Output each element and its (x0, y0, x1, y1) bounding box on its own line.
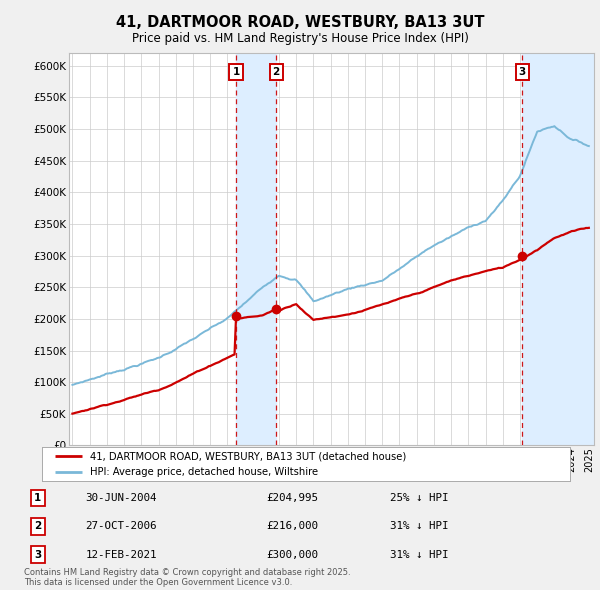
Text: 41, DARTMOOR ROAD, WESTBURY, BA13 3UT (detached house): 41, DARTMOOR ROAD, WESTBURY, BA13 3UT (d… (89, 451, 406, 461)
Text: £216,000: £216,000 (266, 522, 318, 531)
Text: 31% ↓ HPI: 31% ↓ HPI (390, 522, 449, 531)
Text: 30-JUN-2004: 30-JUN-2004 (86, 493, 157, 503)
Text: 3: 3 (34, 550, 41, 559)
Text: Price paid vs. HM Land Registry's House Price Index (HPI): Price paid vs. HM Land Registry's House … (131, 32, 469, 45)
Text: 1: 1 (232, 67, 239, 77)
Text: £204,995: £204,995 (266, 493, 318, 503)
Text: £300,000: £300,000 (266, 550, 318, 559)
Text: HPI: Average price, detached house, Wiltshire: HPI: Average price, detached house, Wilt… (89, 467, 317, 477)
Text: 12-FEB-2021: 12-FEB-2021 (86, 550, 157, 559)
Text: 41, DARTMOOR ROAD, WESTBURY, BA13 3UT: 41, DARTMOOR ROAD, WESTBURY, BA13 3UT (116, 15, 484, 30)
Bar (236, 53, 276, 445)
Text: Contains HM Land Registry data © Crown copyright and database right 2025.
This d: Contains HM Land Registry data © Crown c… (24, 568, 350, 587)
Text: 27-OCT-2006: 27-OCT-2006 (86, 522, 157, 531)
Text: 3: 3 (518, 67, 526, 77)
Text: 1: 1 (34, 493, 41, 503)
Text: 2: 2 (34, 522, 41, 531)
Bar (522, 53, 594, 445)
Text: 25% ↓ HPI: 25% ↓ HPI (390, 493, 449, 503)
Text: 31% ↓ HPI: 31% ↓ HPI (390, 550, 449, 559)
Text: 2: 2 (272, 67, 280, 77)
